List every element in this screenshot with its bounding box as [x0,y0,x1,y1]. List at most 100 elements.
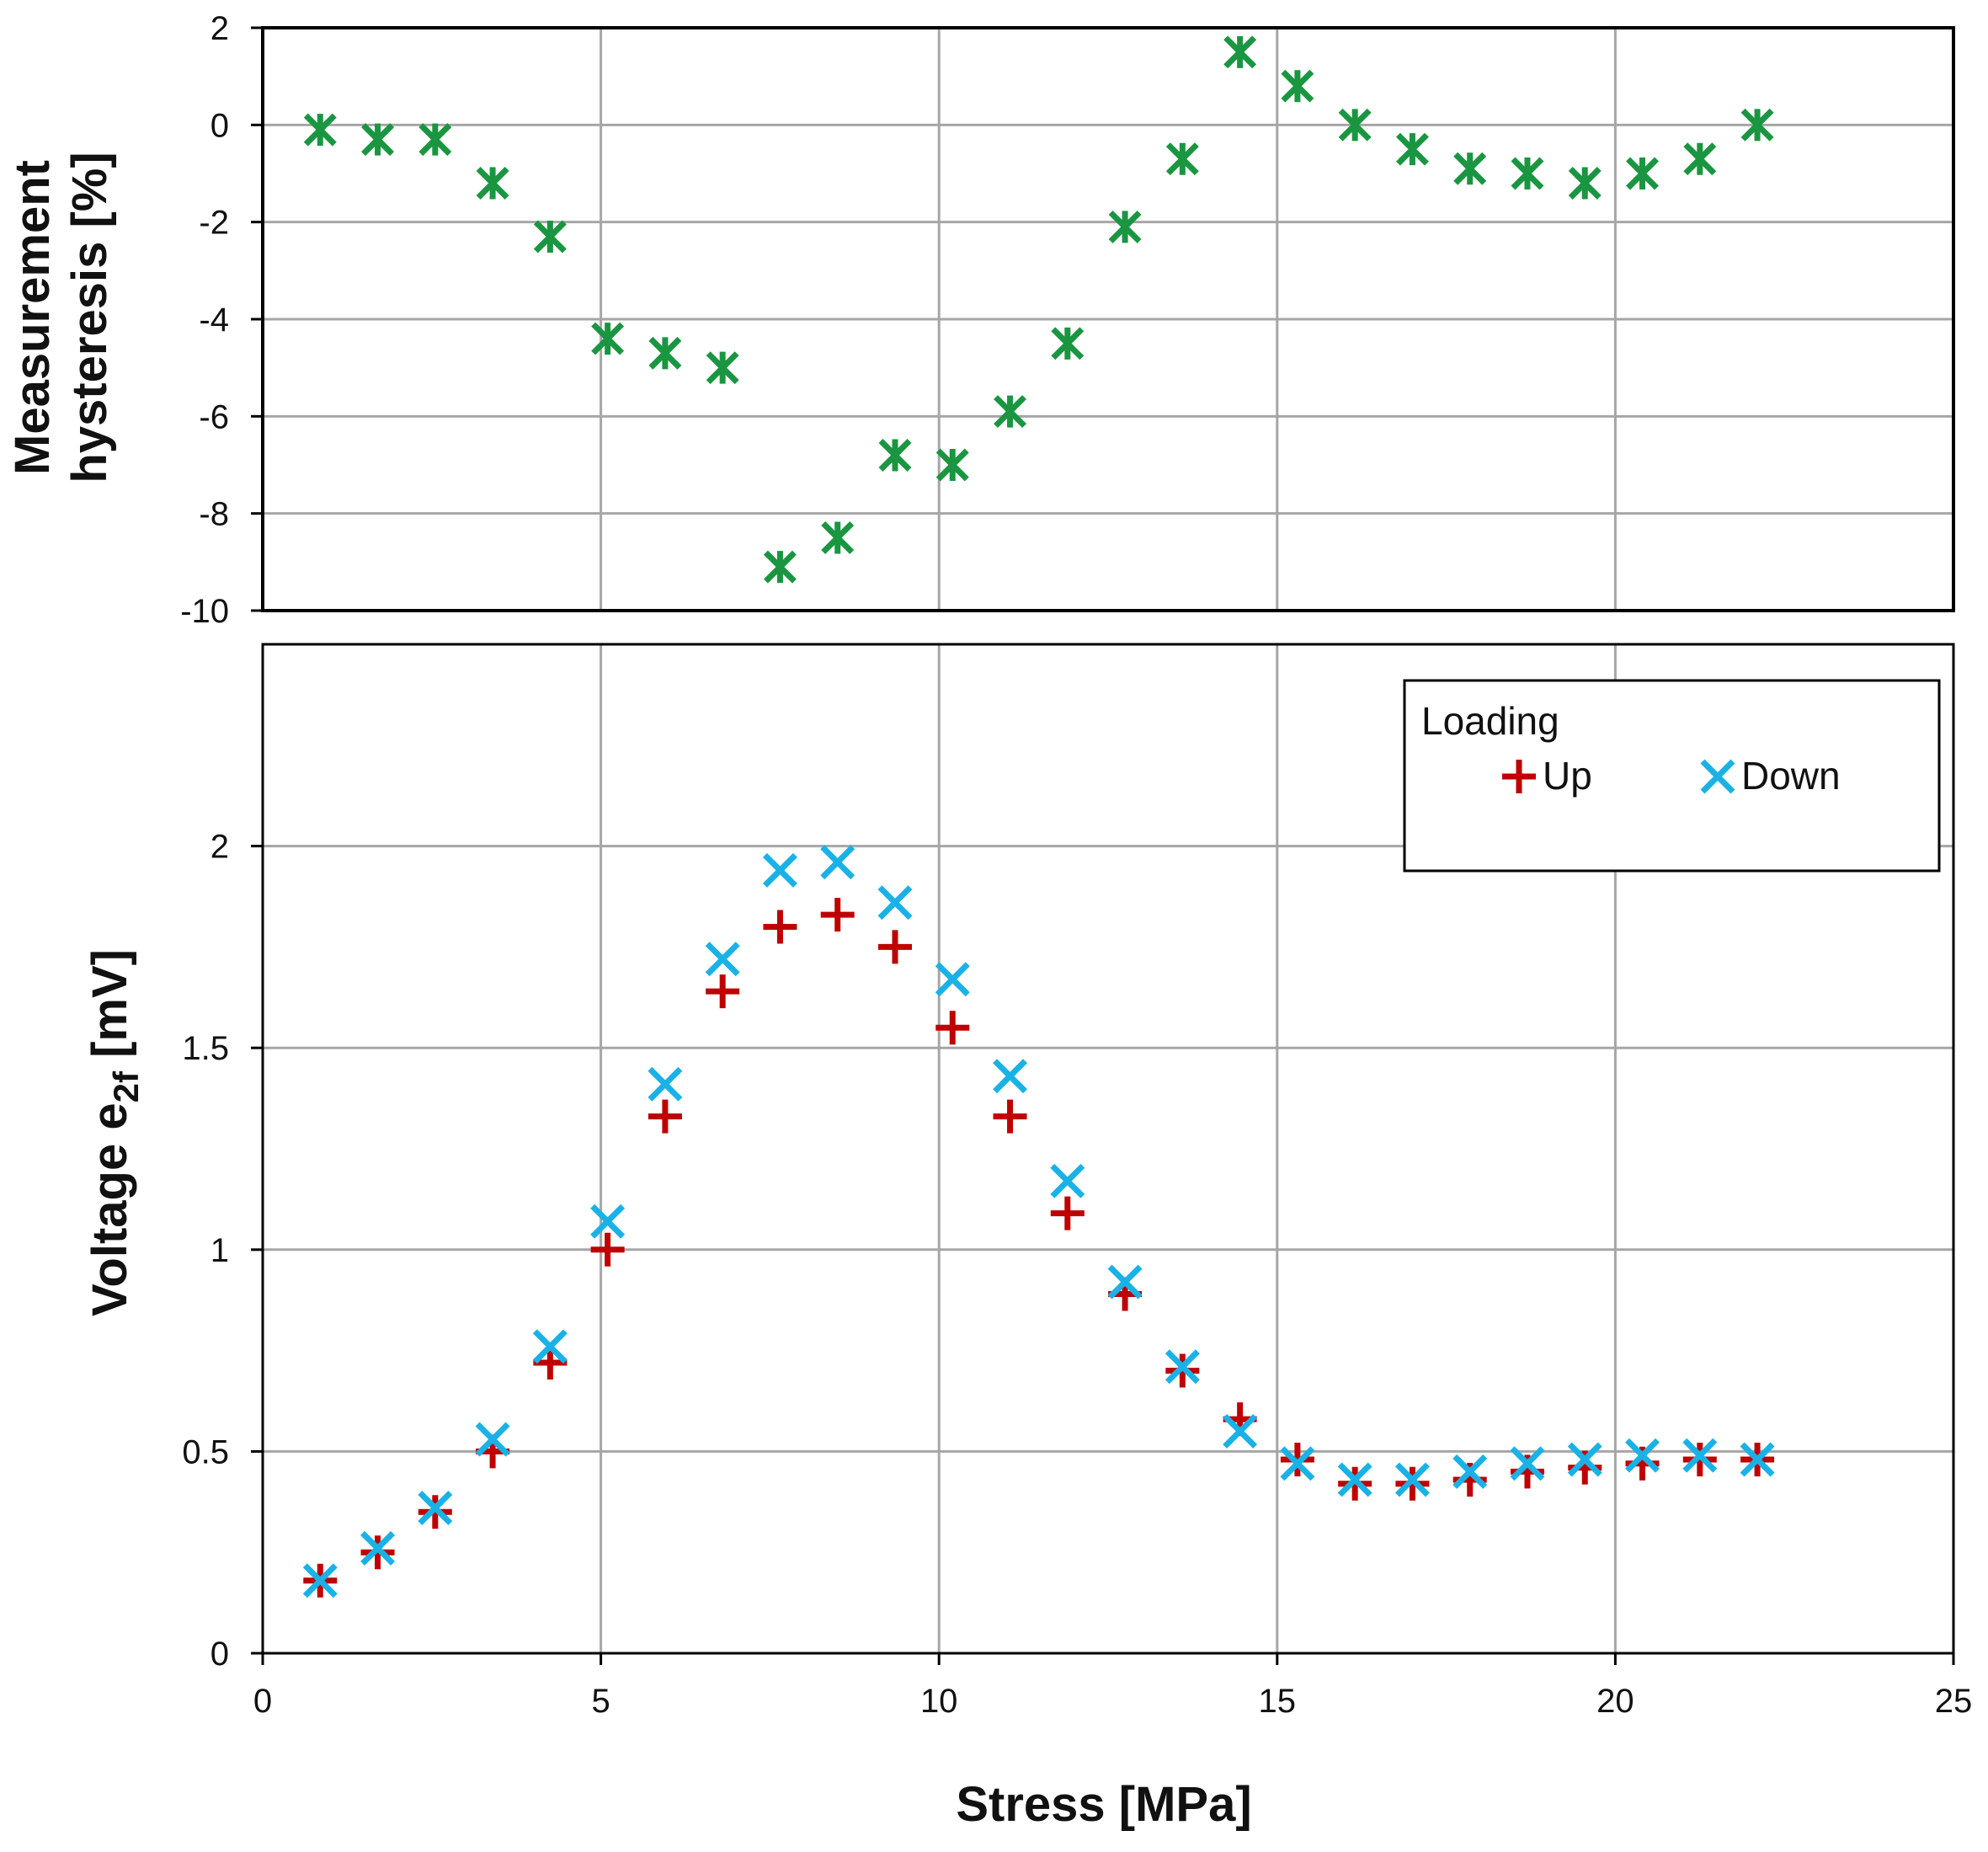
voltage-down-point [1567,1442,1602,1477]
hysteresis-point [878,438,912,472]
voltage-y-axis-title-subscript: 2f [106,1070,146,1102]
voltage-down-point [1107,1264,1143,1300]
voltage-panel: 0 0.5 1 1.5 2 0 5 10 15 20 25 Voltage e2f [mV] St… [83,643,1972,1832]
voltage-down-point [1165,1349,1200,1385]
hysteresis-point [533,220,567,254]
voltage-up-point [993,1099,1027,1134]
voltage-down-point [1050,1163,1085,1198]
hysteresis-point [1338,108,1372,141]
voltage-x-tick-label: 5 [591,1683,610,1720]
voltage-down-point [1625,1438,1660,1473]
voltage-down-point [360,1530,396,1566]
hysteresis-point [476,167,509,200]
hysteresis-data-points [303,35,1774,584]
voltage-y-tick-label: 0 [211,1636,229,1673]
voltage-x-tick-label: 10 [920,1683,958,1720]
hysteresis-point [418,123,452,157]
hysteresis-point [1165,142,1199,176]
hysteresis-y-tick-label: 2 [211,10,229,47]
legend-up-plus-icon [1502,760,1536,793]
voltage-down-point [475,1422,510,1457]
voltage-down-point [935,962,970,997]
hysteresis-point [1568,167,1602,200]
hysteresis-point [1108,210,1142,243]
hysteresis-point [303,113,337,147]
voltage-down-point [1337,1462,1372,1497]
voltage-x-tick-labels: 0 5 10 15 20 25 [253,1683,1972,1720]
voltage-up-point [1050,1196,1085,1230]
hysteresis-point [1683,142,1717,176]
voltage-y-axis-title: Voltage e2f [mV] [83,949,146,1316]
legend-down-marker [1700,759,1735,794]
hysteresis-point [361,123,395,157]
legend: Loading Up Down [1403,679,1941,873]
hysteresis-point [1051,327,1085,360]
legend-box [1403,679,1941,873]
voltage-up-point [533,1345,568,1380]
voltage-down-data-points [302,845,1775,1598]
hysteresis-plot-frame [261,26,1955,612]
hysteresis-y-tick-label: -10 [180,593,229,630]
voltage-y-tick-label: 1 [211,1232,229,1269]
voltage-y-tick-label: 0.5 [182,1433,229,1470]
voltage-down-point [302,1563,338,1598]
hysteresis-point [1281,69,1314,103]
voltage-down-point [1510,1446,1545,1481]
voltage-up-point [877,930,912,964]
legend-up-label: Up [1543,754,1592,798]
voltage-down-point [762,852,797,888]
voltage-down-point [705,942,740,977]
voltage-plot-frame [261,643,1955,1655]
hysteresis-point [1453,152,1487,185]
voltage-y-axis-title-main: Voltage e [83,1102,137,1316]
voltage-y-tick-labels: 0 0.5 1 1.5 2 [182,829,229,1673]
legend-down-label: Down [1741,754,1841,798]
voltage-up-point [935,1011,970,1045]
voltage-down-point [820,845,855,880]
hysteresis-point [706,351,739,385]
hysteresis-point [1511,157,1544,190]
voltage-up-point [706,974,740,1009]
hysteresis-point [1223,35,1257,69]
hysteresis-point [648,336,682,370]
voltage-up-point [590,1232,625,1267]
voltage-x-tick-label: 20 [1596,1683,1634,1720]
voltage-down-point [1452,1454,1488,1489]
legend-up-marker [1502,760,1536,793]
hysteresis-y-axis-title-line-1: Measurement [5,160,60,475]
voltage-down-point [1740,1442,1775,1477]
voltage-down-point [877,885,913,921]
hysteresis-point [763,550,797,584]
voltage-down-point [418,1491,453,1525]
hysteresis-y-tick-label: -4 [199,302,229,339]
hysteresis-point [591,322,625,355]
hysteresis-point [935,448,969,482]
hysteresis-y-tick-label: -8 [199,496,229,533]
hysteresis-point [1626,157,1660,190]
voltage-down-point [532,1329,568,1364]
hysteresis-y-tick-label: -2 [199,205,229,242]
legend-down-cross-icon [1700,759,1735,794]
voltage-down-point [1223,1413,1258,1449]
hysteresis-panel: -10 -8 -6 -4 -2 0 2 Measurement hysteresis [%] [5,10,1955,630]
hysteresis-point [821,521,855,554]
voltage-x-tick-label: 15 [1259,1683,1297,1720]
hysteresis-point [1740,108,1774,141]
voltage-x-tick-label: 0 [253,1683,272,1720]
hysteresis-point [1395,132,1429,166]
voltage-down-point [590,1204,626,1239]
voltage-y-axis-title-unit: [mV] [83,949,137,1071]
x-axis-title: Stress [MPa] [956,1777,1251,1832]
voltage-down-point [1394,1462,1430,1497]
hysteresis-y-tick-labels: -10 -8 -6 -4 -2 0 2 [180,10,229,630]
voltage-y-tick-label: 2 [211,829,229,866]
legend-title: Loading [1421,699,1559,743]
voltage-down-point [993,1059,1028,1094]
voltage-up-point [820,898,855,932]
voltage-down-point [1280,1446,1315,1481]
voltage-x-tick-label: 25 [1935,1683,1973,1720]
hysteresis-y-axis-title-line-2: hysteresis [%] [62,152,117,483]
voltage-y-tick-label: 1.5 [182,1030,229,1067]
